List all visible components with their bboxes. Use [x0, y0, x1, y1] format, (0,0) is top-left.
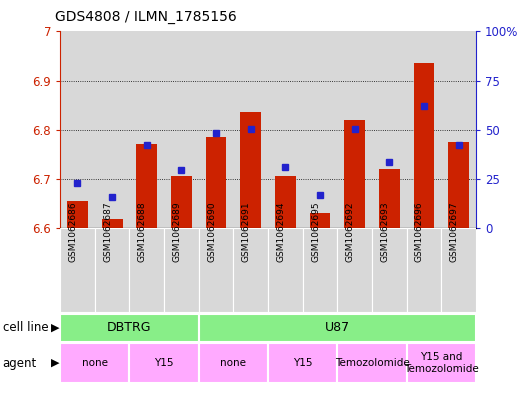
Text: ■: ■ — [47, 392, 59, 393]
Bar — [275, 176, 295, 228]
Bar — [199, 228, 233, 312]
Bar — [206, 137, 226, 228]
Bar — [337, 343, 407, 383]
Text: Y15: Y15 — [154, 358, 174, 368]
Bar — [337, 228, 372, 312]
Text: GDS4808 / ILMN_1785156: GDS4808 / ILMN_1785156 — [55, 10, 237, 24]
Bar — [372, 228, 407, 312]
Text: GSM1062687: GSM1062687 — [103, 202, 112, 263]
Bar — [303, 31, 337, 228]
Bar — [60, 31, 95, 228]
Text: GSM1062688: GSM1062688 — [138, 202, 147, 263]
Text: Temozolomide: Temozolomide — [335, 358, 410, 368]
Bar — [407, 31, 441, 228]
Text: GSM1062695: GSM1062695 — [311, 202, 320, 263]
Bar — [379, 169, 400, 228]
Bar — [129, 343, 199, 383]
Bar — [233, 31, 268, 228]
Bar — [129, 31, 164, 228]
Text: none: none — [82, 358, 108, 368]
Bar — [414, 63, 434, 228]
Bar — [233, 228, 268, 312]
Bar — [372, 31, 407, 228]
Bar — [448, 142, 469, 228]
Text: GSM1062686: GSM1062686 — [69, 202, 77, 263]
Text: GSM1062693: GSM1062693 — [380, 202, 389, 263]
Text: none: none — [220, 358, 246, 368]
Bar — [95, 228, 129, 312]
Text: DBTRG: DBTRG — [107, 321, 152, 334]
Text: U87: U87 — [325, 321, 350, 334]
Bar — [137, 145, 157, 228]
Bar — [268, 31, 303, 228]
Text: Y15: Y15 — [293, 358, 312, 368]
Bar — [164, 31, 199, 228]
Bar — [171, 176, 192, 228]
Bar — [303, 228, 337, 312]
Text: cell line: cell line — [3, 321, 48, 334]
Bar — [268, 343, 337, 383]
Bar — [101, 219, 122, 228]
Bar — [199, 31, 233, 228]
Bar — [60, 343, 129, 383]
Text: GSM1062689: GSM1062689 — [173, 202, 181, 263]
Bar — [95, 31, 129, 228]
Bar — [60, 314, 199, 342]
Text: GSM1062690: GSM1062690 — [207, 202, 216, 263]
Text: GSM1062696: GSM1062696 — [415, 202, 424, 263]
Bar — [199, 343, 268, 383]
Bar — [67, 201, 88, 228]
Bar — [407, 343, 476, 383]
Bar — [60, 228, 95, 312]
Text: GSM1062694: GSM1062694 — [276, 202, 286, 263]
Bar — [441, 228, 476, 312]
Text: Y15 and
Temozolomide: Y15 and Temozolomide — [404, 352, 479, 374]
Bar — [407, 228, 441, 312]
Bar — [241, 112, 261, 228]
Text: ▶: ▶ — [51, 323, 59, 333]
Bar — [441, 31, 476, 228]
Bar — [337, 31, 372, 228]
Bar — [199, 314, 476, 342]
Bar — [310, 213, 331, 228]
Text: GSM1062697: GSM1062697 — [450, 202, 459, 263]
Text: GSM1062691: GSM1062691 — [242, 202, 251, 263]
Bar — [268, 228, 303, 312]
Text: agent: agent — [3, 356, 37, 370]
Text: GSM1062692: GSM1062692 — [346, 202, 355, 263]
Bar — [344, 120, 365, 228]
Text: ▶: ▶ — [51, 358, 59, 368]
Bar — [129, 228, 164, 312]
Bar — [164, 228, 199, 312]
